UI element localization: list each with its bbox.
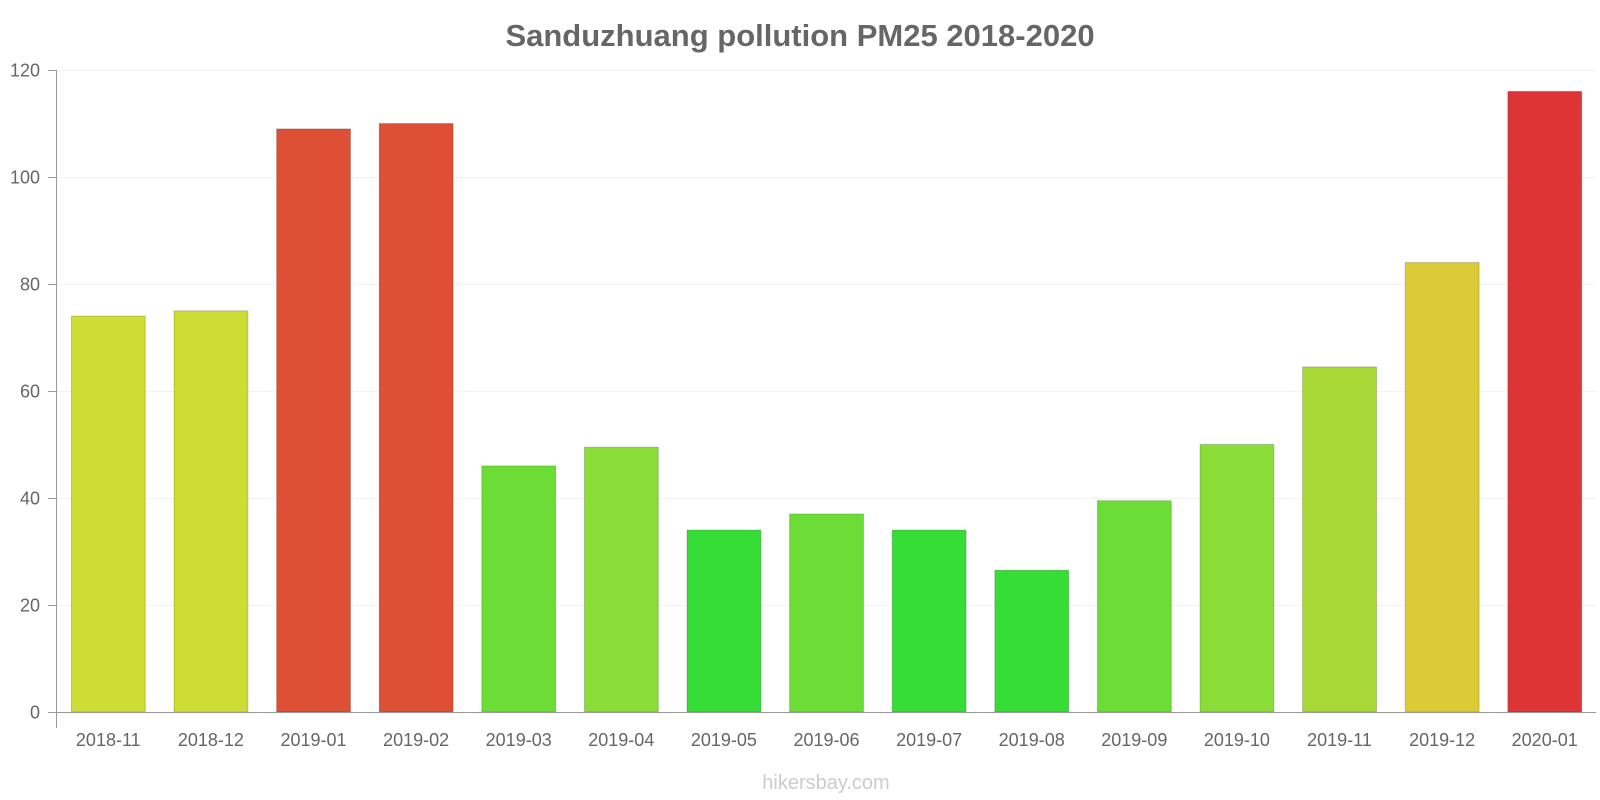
bar-2019-04 xyxy=(583,446,659,713)
bar-2019-12 xyxy=(1404,262,1480,713)
y-tick-label: 20 xyxy=(20,596,40,616)
source-footer: hikersbay.com xyxy=(762,772,889,794)
y-tick-label: 80 xyxy=(20,275,40,295)
x-tick-label: 2019-04 xyxy=(588,730,654,750)
bar-2018-11 xyxy=(70,315,146,713)
x-tick-label: 2019-09 xyxy=(1101,730,1167,750)
bar-2020-01 xyxy=(1507,90,1583,713)
y-tick-label: 0 xyxy=(30,703,40,723)
x-tick-label: 2019-02 xyxy=(383,730,449,750)
bar-2019-03 xyxy=(481,465,557,713)
x-tick-label: 2019-01 xyxy=(280,730,346,750)
bar-series xyxy=(70,90,1583,713)
bar-2019-11 xyxy=(1302,366,1377,713)
x-tick-label: 2019-07 xyxy=(896,730,962,750)
x-tick-label: 2019-03 xyxy=(486,730,552,750)
bar-2019-06 xyxy=(789,513,864,713)
x-tick-labels: 2018-11 2018-12 2019-01 2019-02 2019-03 2019-… xyxy=(56,712,1578,750)
x-tick-label: 2018-12 xyxy=(178,730,244,750)
bar-2019-08 xyxy=(994,569,1070,713)
y-tick-label: 100 xyxy=(10,168,40,188)
bar-2018-12 xyxy=(173,310,249,713)
bar-2019-05 xyxy=(686,529,762,713)
chart-title: Sanduzhuang pollution PM25 2018-2020 xyxy=(505,18,1094,53)
bar-2019-02 xyxy=(378,123,454,713)
x-tick-label: 2020-01 xyxy=(1512,730,1578,750)
axes xyxy=(48,70,1596,713)
y-tick-label: 120 xyxy=(10,61,40,81)
x-tick-label: 2019-12 xyxy=(1409,730,1475,750)
y-tick-label: 40 xyxy=(20,489,40,509)
x-tick-label: 2019-05 xyxy=(691,730,757,750)
x-tick-label: 2018-11 xyxy=(76,730,141,750)
x-tick-label: 2019-06 xyxy=(793,730,859,750)
y-tick-labels: 0 20 40 60 80 100 120 xyxy=(10,61,56,723)
bar-2019-10 xyxy=(1199,444,1275,713)
y-tick-label: 60 xyxy=(20,382,40,402)
x-tick-label: 2019-11 xyxy=(1307,730,1372,750)
bar-2019-01 xyxy=(276,128,352,713)
bar-2019-09 xyxy=(1096,500,1172,713)
bar-2019-07 xyxy=(891,529,967,713)
x-tick-label: 2019-08 xyxy=(999,730,1065,750)
x-tick-label: 2019-10 xyxy=(1204,730,1270,750)
